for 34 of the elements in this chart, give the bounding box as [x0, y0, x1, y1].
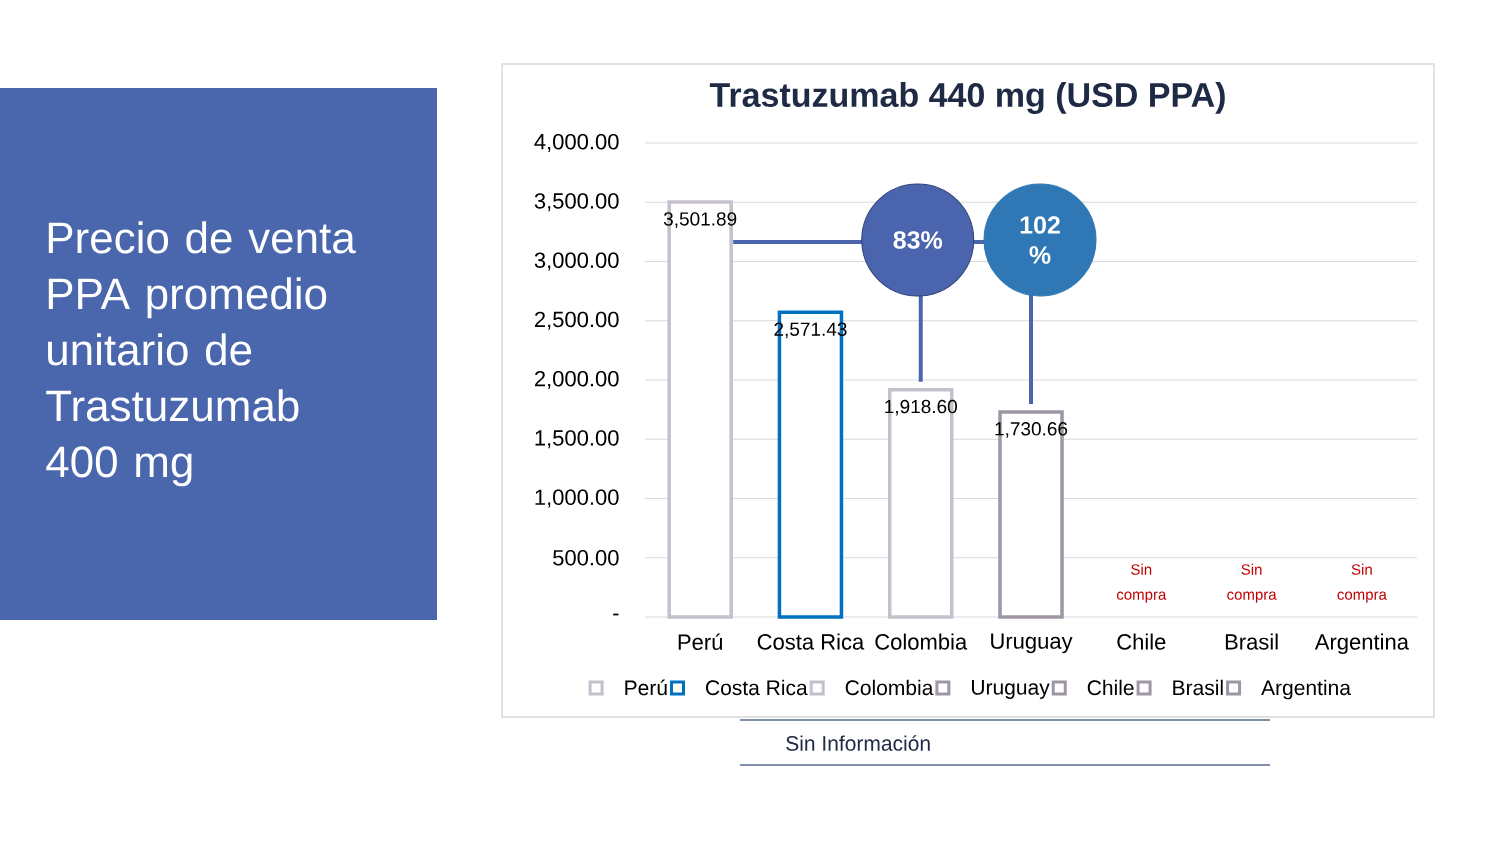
legend-label: Perú	[625, 679, 667, 696]
x-tick-label: Colombia	[875, 633, 968, 650]
x-tick-label: Brasil	[1225, 633, 1278, 650]
x-tick-label: Uruguay	[991, 633, 1073, 654]
text: Sin compra	[1116, 563, 1167, 603]
y-tick-label: 1,500.00	[535, 430, 619, 449]
legend-label: Brasil	[1173, 679, 1223, 696]
data-label: 1,730.66	[995, 422, 1068, 438]
x-tick-label: Costa Rica	[757, 633, 865, 650]
annotation: 83%	[893, 231, 943, 249]
legend-label: Colombia	[845, 679, 934, 696]
data-label: 3,501.89	[663, 212, 737, 228]
text: Precio de venta PPA promedio unitario de Trastuzumab 400 mg	[46, 221, 356, 487]
data-label: 1,918.60	[885, 399, 957, 416]
legend-label: Costa Rica	[706, 679, 808, 696]
y-tick-label: 500.00	[553, 549, 619, 566]
y-tick-label: 3,500.00	[534, 193, 619, 212]
y-tick-label: 2,500.00	[534, 311, 619, 330]
annotation: 102 %	[1020, 216, 1060, 264]
legend-label: Argentina	[1261, 679, 1351, 700]
x-tick-label: Chile	[1117, 633, 1166, 650]
y-tick-label: 4,000.00	[534, 133, 619, 153]
text: Sin compra	[1337, 563, 1387, 603]
legend-label: Uruguay	[971, 680, 1050, 699]
legend-label: Chile	[1087, 679, 1134, 696]
y-tick-label: -	[613, 613, 619, 616]
y-tick-label: 2,000.00	[534, 370, 619, 390]
y-tick-label: 1,000.00	[535, 489, 619, 508]
text: Sin compra	[1227, 563, 1277, 603]
x-tick-label: Argentina	[1314, 633, 1409, 655]
text: Sin Información	[786, 735, 930, 751]
x-tick-label: Perú	[678, 633, 722, 650]
y-tick-label: 3,000.00	[534, 252, 619, 271]
chart-title: Trastuzumab 440 mg (USD PPA)	[709, 82, 1225, 114]
